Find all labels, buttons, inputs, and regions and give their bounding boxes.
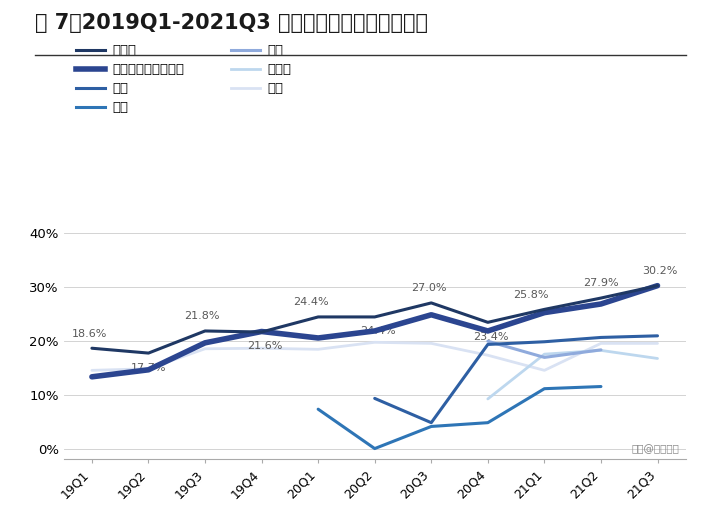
Text: 25.8%: 25.8% (513, 290, 548, 300)
Text: 18.6%: 18.6% (71, 328, 107, 338)
Legend: 特斯拉, 特斯拉汽车销售业务, 蔚来, 小鹏, 理想, 戴姆勒, 长城: 特斯拉, 特斯拉汽车销售业务, 蔚来, 小鹏, 理想, 戴姆勒, 长城 (70, 39, 297, 119)
Text: 23.4%: 23.4% (473, 332, 508, 342)
Text: 17.7%: 17.7% (131, 363, 166, 373)
Text: 21.6%: 21.6% (247, 342, 282, 352)
Text: 24.4%: 24.4% (360, 326, 395, 336)
Text: 头条@未来智库: 头条@未来智库 (631, 445, 679, 455)
Text: 21.8%: 21.8% (185, 311, 220, 321)
Text: 27.0%: 27.0% (411, 283, 446, 293)
Text: 27.9%: 27.9% (583, 278, 619, 288)
Text: 图 7：2019Q1-2021Q3 特斯拉毛利率与同行业对比: 图 7：2019Q1-2021Q3 特斯拉毛利率与同行业对比 (35, 13, 428, 33)
Text: 24.4%: 24.4% (293, 297, 329, 307)
Text: 30.2%: 30.2% (643, 266, 678, 276)
